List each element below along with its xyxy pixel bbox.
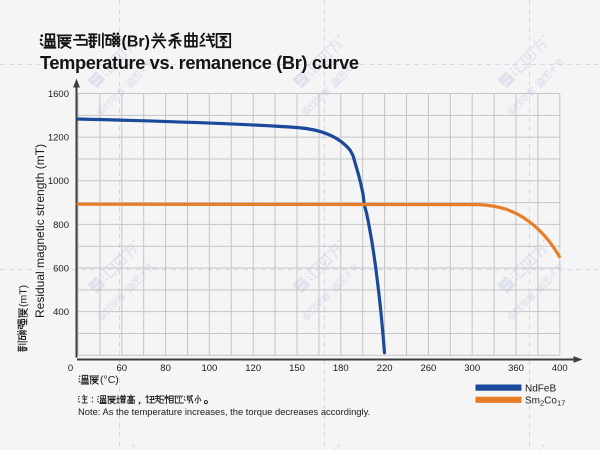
svg-text:300: 300 — [464, 363, 480, 374]
svg-text:(Br): (Br) — [122, 34, 150, 51]
svg-text:400: 400 — [552, 363, 568, 374]
svg-text:Note: As the temperature incre: Note: As the temperature increases, the … — [78, 406, 370, 417]
svg-text:800: 800 — [53, 220, 69, 231]
svg-text:400: 400 — [53, 307, 69, 318]
svg-text:120: 120 — [245, 363, 261, 374]
svg-text:1600: 1600 — [48, 89, 69, 100]
svg-text:360: 360 — [508, 363, 524, 374]
svg-text:100: 100 — [201, 363, 217, 374]
svg-text:Sm2Co17: Sm2Co17 — [525, 396, 565, 408]
svg-text:260: 260 — [420, 363, 436, 374]
svg-text:1000: 1000 — [48, 176, 69, 187]
svg-text:NdFeB: NdFeB — [525, 384, 556, 395]
svg-text:Temperature vs. remanence (Br): Temperature vs. remanence (Br) curve — [40, 53, 359, 73]
svg-text:Residual magnetic strength (mT: Residual magnetic strength (mT) — [33, 144, 47, 318]
svg-text:180: 180 — [333, 363, 349, 374]
svg-text:80: 80 — [160, 363, 171, 374]
svg-text:(mT): (mT) — [17, 285, 29, 307]
svg-text:150: 150 — [289, 363, 305, 374]
svg-text:220: 220 — [377, 363, 393, 374]
svg-text:(°C): (°C) — [100, 374, 119, 386]
svg-text:0: 0 — [68, 363, 73, 374]
svg-text:1200: 1200 — [48, 133, 69, 144]
svg-text:60: 60 — [117, 363, 128, 374]
svg-text:600: 600 — [53, 264, 69, 275]
